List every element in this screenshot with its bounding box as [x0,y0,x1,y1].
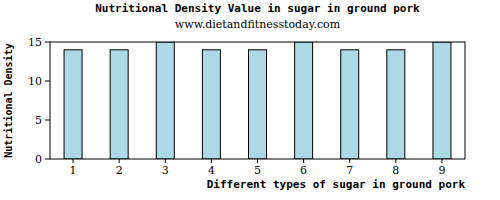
plot-frame [50,42,465,159]
x-tick-label: 8 [392,164,399,177]
bar [110,50,128,159]
bar [156,42,174,159]
x-axis-label: Different types of sugar in ground pork [207,178,466,191]
x-tick [211,159,212,163]
y-tick [45,81,50,82]
y-tick [45,120,50,121]
x-tick [165,159,166,163]
x-tick [119,159,120,163]
x-tick-label: 5 [254,164,261,177]
bar [295,42,313,159]
x-tick-label: 7 [346,164,353,177]
x-tick-label: 9 [438,164,445,177]
bar [433,42,451,159]
chart-container: Nutritional Density Value in sugar in gr… [0,0,500,200]
x-tick [257,159,258,163]
subtitle: www.dietandfitnesstoday.com [175,18,341,31]
y-tick-label: 5 [35,114,42,127]
y-tick-label: 0 [35,153,42,166]
bar [64,50,82,159]
bar [341,50,359,159]
x-tick-label: 2 [116,164,123,177]
y-tick [45,159,50,160]
x-tick-label: 1 [70,164,77,177]
x-tick [303,159,304,163]
bar [249,50,267,159]
x-tick [395,159,396,163]
x-tick-label: 4 [208,164,215,177]
x-tick [349,159,350,163]
y-tick-label: 10 [28,75,42,88]
x-tick [441,159,442,163]
bar [387,50,405,159]
x-tick [73,159,74,163]
y-tick-label: 15 [28,36,42,49]
y-tick [45,42,50,43]
bar [202,50,220,159]
x-tick-label: 3 [162,164,169,177]
y-axis-label: Nutritional Density [3,43,14,157]
bars [64,42,451,159]
chart-svg: Nutritional Density Value in sugar in gr… [0,0,500,200]
title: Nutritional Density Value in sugar in gr… [95,2,420,15]
x-tick-label: 6 [300,164,307,177]
